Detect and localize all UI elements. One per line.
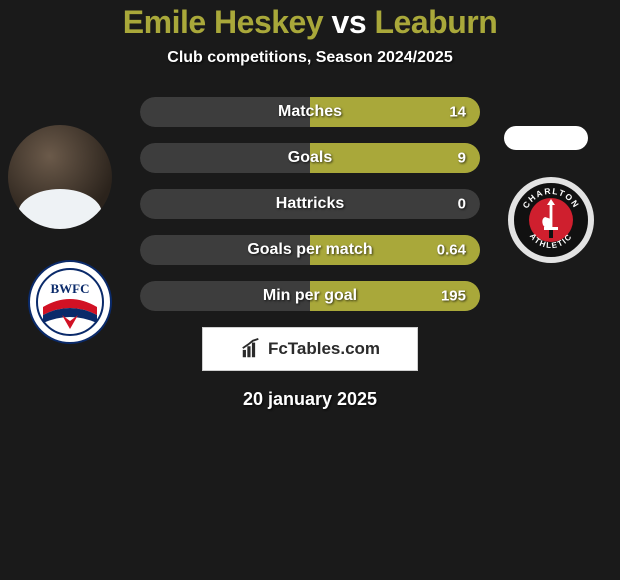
- stat-label: Min per goal: [263, 287, 357, 305]
- stat-label: Hattricks: [276, 195, 344, 213]
- card-subtitle: Club competitions, Season 2024/2025: [0, 49, 620, 67]
- stat-value-right: 9: [458, 150, 466, 167]
- stat-row: Min per goal 195: [140, 281, 480, 311]
- stat-row: Goals per match 0.64: [140, 235, 480, 265]
- card-title: Emile Heskey vs Leaburn: [0, 4, 620, 41]
- comparison-card: Emile Heskey vs Leaburn Club competition…: [0, 0, 620, 580]
- stat-label: Goals: [288, 149, 332, 167]
- stat-label: Goals per match: [247, 241, 372, 259]
- stat-bar-right-fill: [310, 143, 480, 173]
- branding-label: FcTables.com: [268, 339, 380, 359]
- stat-value-right: 0: [458, 196, 466, 213]
- stat-value-right: 0.64: [437, 242, 466, 259]
- bar-chart-icon: [240, 338, 262, 360]
- branding-badge: FcTables.com: [202, 327, 418, 371]
- title-player2: Leaburn: [375, 4, 498, 40]
- stat-row: Goals 9: [140, 143, 480, 173]
- stat-row: Hattricks 0: [140, 189, 480, 219]
- title-player1: Emile Heskey: [123, 4, 323, 40]
- stat-value-right: 195: [441, 288, 466, 305]
- title-vs: vs: [332, 4, 367, 40]
- stats-list: Matches 14 Goals 9 Hattricks 0 Goals per match…: [0, 97, 620, 311]
- stat-row: Matches 14: [140, 97, 480, 127]
- card-date: 20 january 2025: [0, 389, 620, 410]
- stat-label: Matches: [278, 103, 342, 121]
- stat-value-right: 14: [449, 104, 466, 121]
